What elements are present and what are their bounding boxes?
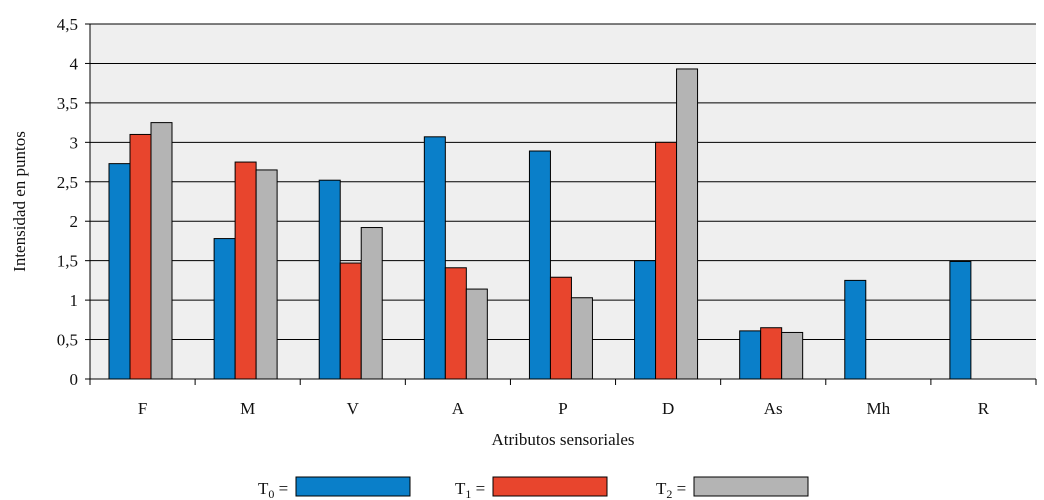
- bar-t1-v: [339, 262, 362, 380]
- x-tick-label: Mh: [867, 399, 891, 418]
- x-tick-label: R: [978, 399, 990, 418]
- y-tick-label: 3,5: [57, 94, 78, 113]
- y-tick-label: 3: [70, 133, 79, 152]
- legend-entry-t2: T2 =: [656, 476, 809, 500]
- bar-t1-p: [549, 276, 572, 380]
- x-tick-label: V: [347, 399, 360, 418]
- bar-t0-p: [528, 150, 551, 380]
- bar-t1-d: [655, 141, 678, 380]
- bar-t0-mh: [844, 279, 867, 380]
- bar-t2-f: [150, 122, 173, 380]
- bar-t1-m: [234, 161, 257, 380]
- x-tick-label: P: [558, 399, 567, 418]
- bar-t1-a: [444, 267, 467, 380]
- legend-entry-t1: T1 =: [455, 476, 608, 500]
- bar-t0-as: [739, 330, 762, 380]
- bar-t2-m: [255, 169, 278, 380]
- bar-t0-a: [423, 136, 446, 380]
- bar-t0-v: [318, 179, 341, 380]
- y-tick-label: 1: [70, 291, 79, 310]
- y-tick-label: 0: [70, 370, 79, 389]
- x-tick-label: D: [662, 399, 674, 418]
- y-tick-label: 2,5: [57, 173, 78, 192]
- legend: T0 = T1 = T2 =: [258, 476, 809, 500]
- y-tick-label: 4,5: [57, 15, 78, 34]
- plot-area: [90, 23, 1036, 380]
- y-axis-title: Intensidad en puntos: [10, 131, 29, 272]
- legend-label: T0 =: [258, 479, 288, 500]
- x-tick-label: A: [452, 399, 465, 418]
- bar-t0-d: [634, 260, 657, 380]
- legend-swatch: [492, 476, 608, 497]
- legend-entry-t0: T0 =: [258, 476, 411, 500]
- bar-t0-r: [949, 260, 972, 380]
- bar-t1-f: [129, 133, 152, 380]
- legend-swatch: [693, 476, 809, 497]
- x-tick-label: As: [764, 399, 783, 418]
- x-tick-label: M: [240, 399, 255, 418]
- legend-swatch: [295, 476, 411, 497]
- bar-t1-as: [760, 327, 783, 380]
- legend-label: T1 =: [455, 479, 485, 500]
- y-tick-label: 0,5: [57, 331, 78, 350]
- bar-t2-v: [360, 227, 383, 380]
- x-axis-title: Atributos sensoriales: [491, 430, 634, 449]
- bar-t2-a: [465, 288, 488, 380]
- legend-label: T2 =: [656, 479, 686, 500]
- y-tick-label: 2: [70, 212, 79, 231]
- axes: 0 0,5 1 1,5 2 2,5 3 3,5 4 4,5 F M V A P D As Mh R Atributos…: [10, 15, 1037, 449]
- bar-t0-m: [213, 238, 236, 380]
- bar-t2-as: [781, 331, 804, 380]
- y-tick-label: 4: [70, 54, 79, 73]
- x-tick-label: F: [138, 399, 147, 418]
- bar-t2-d: [676, 68, 699, 380]
- bar-t2-p: [570, 297, 593, 380]
- bar-t0-f: [108, 163, 131, 380]
- y-tick-label: 1,5: [57, 252, 78, 271]
